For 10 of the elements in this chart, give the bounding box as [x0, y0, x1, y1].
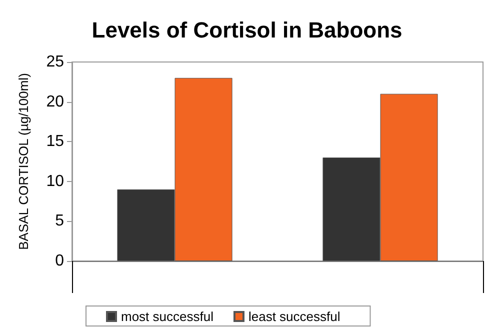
legend-label: most successful	[121, 309, 214, 324]
y-axis-title: BASAL CORTISOL (µg/100ml)	[16, 73, 31, 250]
y-tick-label: 15	[46, 133, 64, 150]
legend-label: least successful	[248, 309, 340, 324]
y-tick-label: 0	[55, 252, 64, 270]
y-tick-label: 20	[46, 93, 64, 110]
y-tick-label: 10	[46, 172, 64, 190]
y-tick-label: 25	[46, 54, 64, 70]
chart-title: Levels of Cortisol in Baboons	[92, 18, 402, 42]
y-tick-label: 5	[55, 212, 64, 230]
